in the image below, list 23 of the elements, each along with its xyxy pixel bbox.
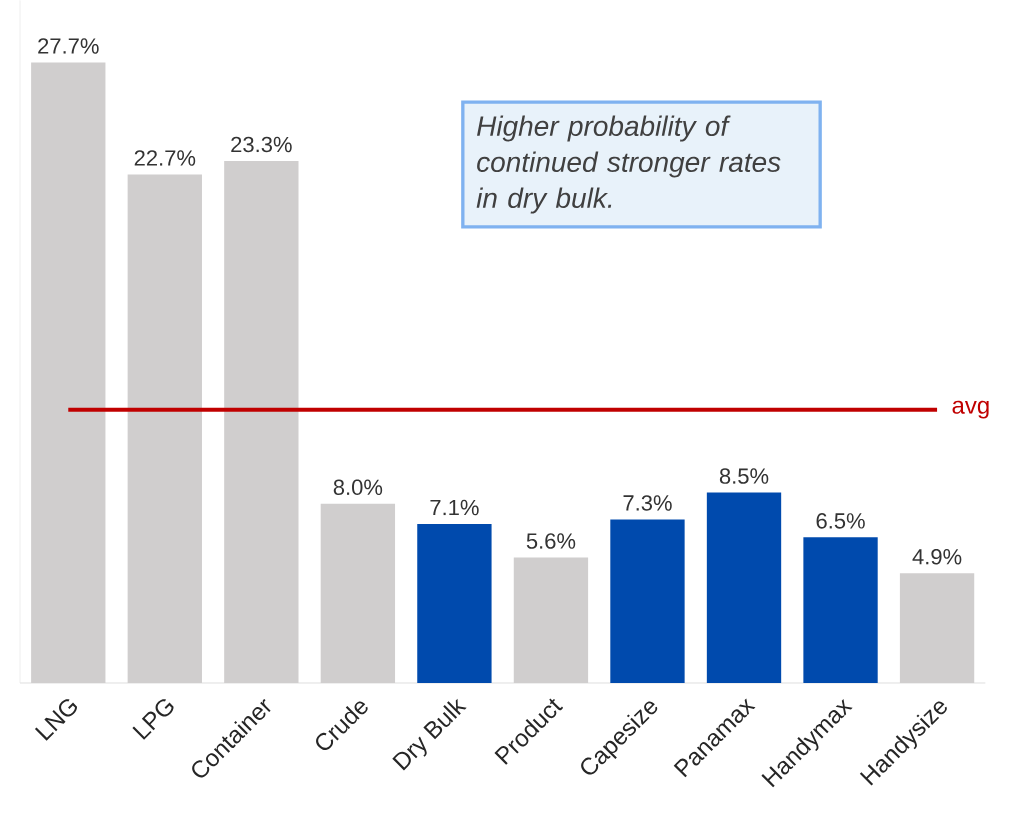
- x-tick-label: Dry Bulk: [392, 698, 467, 771]
- bar: [320, 503, 396, 683]
- data-label: 22.7%: [134, 150, 196, 166]
- bar: [31, 62, 106, 683]
- bar: [224, 160, 299, 683]
- annotation: Higher probability of continued stronger rates in dry bulk.: [476, 115, 781, 214]
- bar: [417, 523, 492, 683]
- data-label: 27.7%: [38, 38, 99, 54]
- bar: [899, 573, 975, 683]
- data-label: 23.3%: [231, 136, 292, 153]
- bar: [127, 174, 202, 683]
- data-label: 4.9%: [912, 548, 962, 565]
- ref-line-label: avg: [952, 400, 989, 419]
- data-label: 8.0%: [333, 479, 383, 496]
- data-label: 6.5%: [816, 513, 865, 529]
- bar: [610, 519, 685, 683]
- bar: [706, 492, 782, 683]
- data-label: 5.6%: [526, 533, 576, 549]
- bar: [803, 537, 878, 683]
- data-label: 7.3%: [623, 495, 672, 511]
- data-label: 7.1%: [430, 499, 479, 516]
- data-label: 8.5%: [719, 468, 769, 484]
- bar: [513, 557, 589, 683]
